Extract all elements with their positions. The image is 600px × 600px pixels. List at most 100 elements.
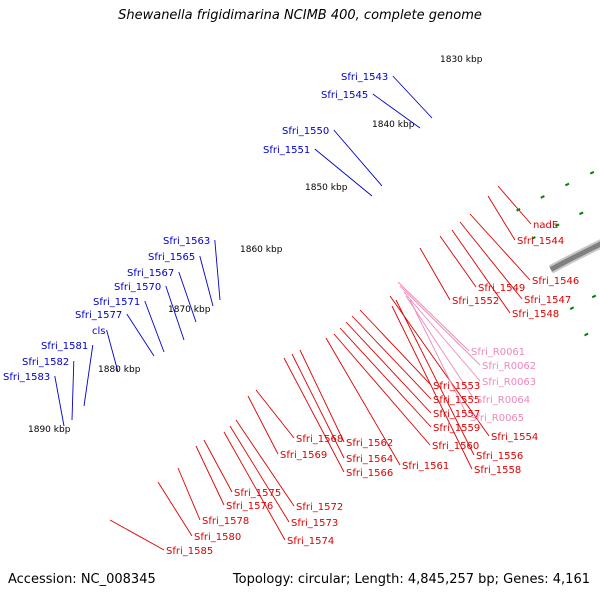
gene-label-reverse: Sfri_1547 <box>524 295 571 306</box>
leader-line <box>109 519 165 551</box>
gene-label-forward: Sfri_1567 <box>127 268 174 279</box>
leader-line <box>391 305 473 470</box>
leader-line <box>126 313 155 357</box>
gene-label-reverse: Sfri_1560 <box>432 441 479 452</box>
gene-label-reverse: Sfri_1585 <box>166 546 213 557</box>
leader-line <box>177 467 201 521</box>
rna-label: Sfri_R0061 <box>471 347 525 358</box>
leader-line <box>395 299 475 456</box>
rna-label: Sfri_R0065 <box>470 413 524 424</box>
leader-line <box>195 445 225 506</box>
leader-line <box>419 247 451 301</box>
gene-label-forward: Sfri_1583 <box>3 372 50 383</box>
leader-line <box>392 75 433 119</box>
leader-line <box>178 271 197 323</box>
leader-line <box>345 321 432 414</box>
gene-label-reverse: Sfri_1559 <box>433 423 480 434</box>
leader-line <box>247 395 279 455</box>
leader-line <box>255 389 295 439</box>
gene-label-reverse: nadE <box>533 220 558 231</box>
gene-label-forward: Sfri_1563 <box>163 236 210 247</box>
gene-label-forward: Sfri_1582 <box>22 357 69 368</box>
gene-label-reverse: Sfri_1573 <box>291 518 338 529</box>
rna-label: Sfri_R0063 <box>482 377 536 388</box>
gene-label-reverse: Sfri_1568 <box>296 434 343 445</box>
tick-mark <box>555 223 560 228</box>
leader-line <box>144 300 165 353</box>
gene-label-reverse: Sfri_1555 <box>433 395 480 406</box>
gene-label-reverse: Sfri_1575 <box>234 488 281 499</box>
leader-line <box>333 333 431 446</box>
genome-summary-text: Topology: circular; Length: 4,845,257 bp… <box>232 572 590 587</box>
tick-mark <box>569 306 575 311</box>
leader-line <box>497 185 532 225</box>
leader-line <box>223 431 286 541</box>
gene-label-reverse: Sfri_1548 <box>512 309 559 320</box>
gene-label-forward: Sfri_1543 <box>341 72 388 83</box>
leader-line <box>405 295 475 400</box>
gene-label-reverse: Sfri_1557 <box>433 409 480 420</box>
tick-label: 1890 kbp <box>28 425 71 435</box>
gene-label-reverse: Sfri_1552 <box>452 296 499 307</box>
leader-line <box>469 213 531 281</box>
gene-label-reverse: Sfri_1574 <box>287 536 334 547</box>
tick-mark <box>589 170 595 175</box>
leader-line <box>397 281 470 352</box>
gene-labels: Sfri_1543 Sfri_1545 Sfri_1550 Sfri_1551 Sfri… <box>3 72 579 557</box>
leader-line <box>83 344 94 407</box>
gene-label-forward: Sfri_1551 <box>263 145 310 156</box>
label-leader-lines <box>54 75 532 551</box>
gene-label-reverse: Sfri_1561 <box>402 461 449 472</box>
leader-line <box>325 337 401 466</box>
leader-line <box>54 375 65 427</box>
gene-label-reverse: Sfri_1580 <box>194 532 241 543</box>
leader-line <box>351 315 432 400</box>
gene-label-forward: Sfri_1550 <box>282 126 329 137</box>
tick-label: 1870 kbp <box>168 305 211 315</box>
leader-line <box>439 235 477 288</box>
leader-line <box>409 299 469 418</box>
leader-line <box>291 353 345 459</box>
tick-label: 1880 kbp <box>98 365 141 375</box>
leader-line <box>203 439 233 493</box>
tick-label: 1830 kbp <box>440 55 483 65</box>
gene-label-forward: Sfri_1545 <box>321 90 368 101</box>
leader-line <box>214 239 221 301</box>
gene-label-forward: Sfri_1570 <box>114 282 161 293</box>
gene-label-reverse: Sfri_1572 <box>296 502 343 513</box>
tick-dots <box>516 170 597 337</box>
accession-text: Accession: NC_008345 <box>8 572 156 587</box>
leader-line <box>71 360 75 421</box>
tick-mark <box>531 236 536 240</box>
leader-line <box>451 229 511 314</box>
tick-mark <box>540 195 545 199</box>
leader-line <box>359 309 432 386</box>
gene-label-reverse: Sfri_1564 <box>346 454 393 465</box>
leader-line <box>459 221 523 300</box>
leader-line <box>199 255 214 307</box>
leader-line <box>235 419 295 507</box>
leader-line <box>157 481 193 537</box>
leader-line <box>403 291 481 382</box>
gene-label-reverse: Sfri_1546 <box>532 276 579 287</box>
gene-label-reverse: Sfri_1566 <box>346 468 393 479</box>
leader-line <box>372 93 421 129</box>
tick-mark <box>579 211 584 216</box>
leader-line <box>165 285 185 341</box>
leader-line <box>389 295 490 437</box>
gene-label-reverse: Sfri_1576 <box>226 501 273 512</box>
gene-label-reverse: Sfri_1553 <box>433 381 480 392</box>
leader-line <box>399 285 481 366</box>
tick-mark <box>591 294 597 299</box>
leader-line <box>229 425 290 523</box>
tick-label: 1850 kbp <box>305 183 348 193</box>
gene-label-reverse: Sfri_1562 <box>346 438 393 449</box>
gene-label-reverse: Sfri_1578 <box>202 516 249 527</box>
gene-label-forward: Sfri_1565 <box>148 252 195 263</box>
tick-label: 1840 kbp <box>372 120 415 130</box>
gene-label-reverse: Sfri_1569 <box>280 450 327 461</box>
leader-line <box>106 329 119 373</box>
leader-line <box>333 129 383 187</box>
